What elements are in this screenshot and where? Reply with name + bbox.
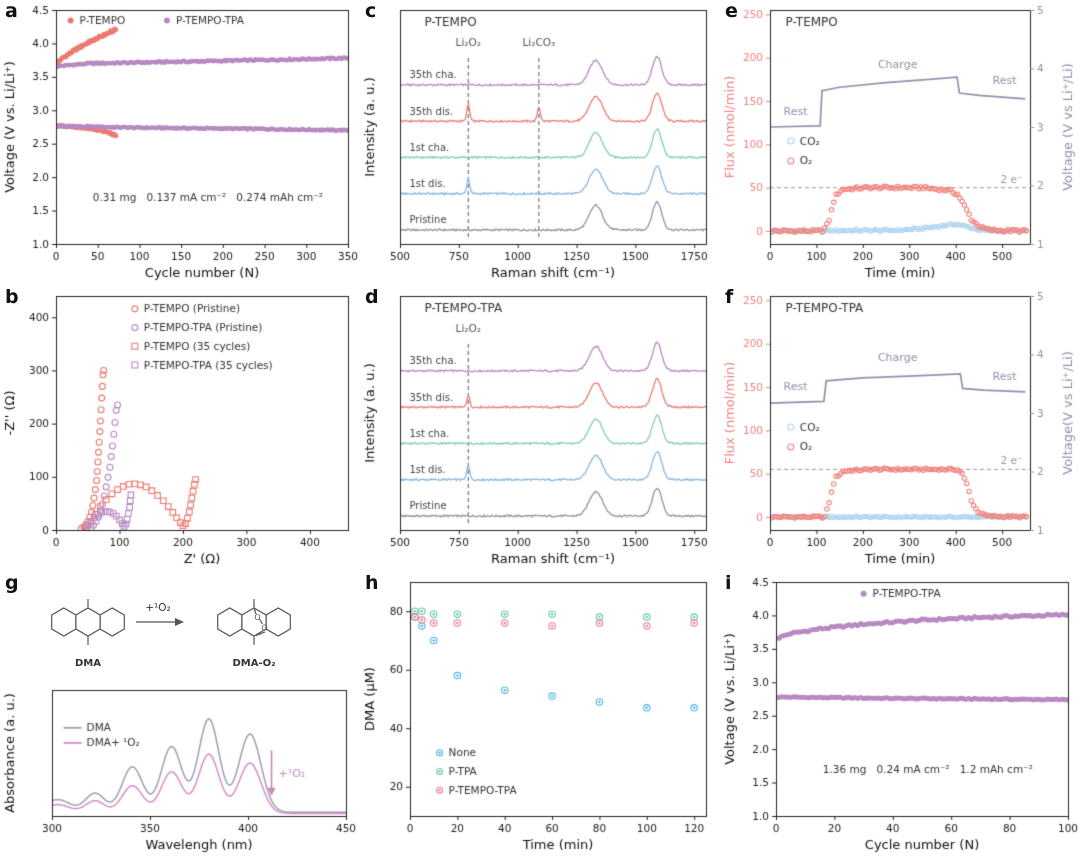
panel-d: d (360, 286, 720, 572)
panel-a: a (0, 0, 360, 286)
panel-label-d: d (365, 286, 379, 308)
panel-b: b (0, 286, 360, 572)
panel-b-chart (0, 286, 360, 572)
panel-label-c: c (365, 0, 377, 22)
panel-h: h (360, 572, 720, 858)
panel-i-chart (720, 572, 1080, 858)
panel-g: DMA +¹O₂ O O DMA-O₂ g (0, 572, 360, 858)
panel-label-b: b (5, 286, 19, 308)
panel-h-chart (360, 572, 720, 858)
panel-label-f: f (725, 286, 734, 308)
panel-label-i: i (725, 572, 732, 594)
panel-label-a: a (5, 0, 18, 22)
panel-label-h: h (365, 572, 379, 594)
panel-e: e (720, 0, 1080, 286)
panel-d-chart (360, 286, 720, 572)
panel-e-chart (720, 0, 1080, 286)
panel-label-g: g (5, 572, 19, 594)
panel-c-chart (360, 0, 720, 286)
panel-g-chart (0, 572, 360, 858)
panel-label-e: e (725, 0, 738, 22)
panel-i: i (720, 572, 1080, 858)
panel-f-chart (720, 286, 1080, 572)
panel-f: f (720, 286, 1080, 572)
panel-c: c (360, 0, 720, 286)
panel-a-chart (0, 0, 360, 286)
